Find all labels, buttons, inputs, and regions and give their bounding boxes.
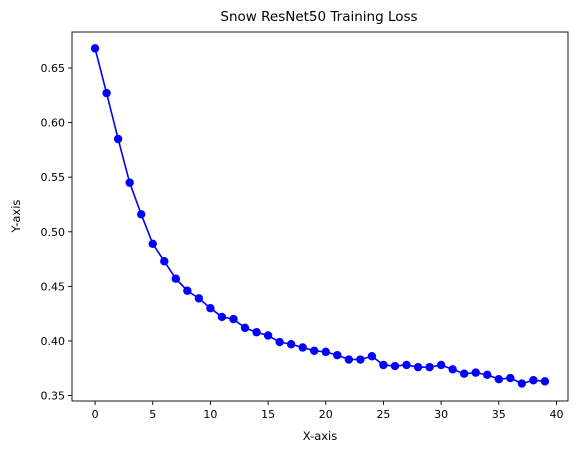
data-point — [217, 312, 227, 322]
y-axis-label: Y-axis — [9, 200, 23, 234]
x-tick-label: 10 — [203, 408, 217, 421]
x-axis-ticks: 0 5 10 15 20 25 30 35 40 — [92, 401, 563, 421]
data-point — [425, 362, 434, 372]
series-line — [94, 48, 546, 385]
data-point — [540, 377, 550, 386]
x-tick-label: 30 — [434, 408, 448, 421]
y-tick-label: 0.65 — [41, 62, 66, 75]
data-point — [252, 328, 261, 337]
data-point — [436, 360, 446, 370]
data-point — [517, 379, 527, 388]
data-point — [183, 286, 192, 295]
data-point — [298, 343, 307, 352]
y-tick-label: 0.50 — [41, 226, 66, 239]
y-tick-label: 0.40 — [41, 335, 66, 348]
data-point — [229, 314, 238, 324]
data-point — [413, 362, 423, 372]
x-tick-label: 20 — [319, 408, 333, 421]
data-point — [240, 323, 250, 333]
x-tick-label: 0 — [92, 408, 99, 421]
y-tick-label: 0.35 — [41, 390, 66, 403]
data-point — [194, 294, 204, 303]
data-point — [263, 331, 273, 340]
data-point — [113, 134, 123, 144]
x-tick-label: 35 — [492, 408, 506, 421]
data-point — [321, 347, 330, 357]
data-point — [286, 340, 296, 349]
data-point — [137, 210, 146, 219]
data-point — [459, 369, 469, 378]
data-point — [275, 337, 284, 347]
data-point — [471, 368, 480, 377]
data-point — [448, 365, 457, 374]
data-point — [344, 355, 354, 364]
data-point — [506, 373, 515, 383]
x-tick-label: 25 — [376, 408, 390, 421]
data-point — [483, 370, 492, 379]
x-tick-label: 15 — [261, 408, 275, 421]
data-point — [529, 376, 538, 385]
data-point — [494, 374, 503, 384]
y-tick-label: 0.60 — [41, 117, 66, 130]
data-point — [160, 257, 169, 266]
data-point — [402, 360, 411, 370]
data-point — [206, 304, 215, 313]
x-tick-label: 40 — [549, 408, 563, 421]
data-point — [390, 361, 400, 371]
y-tick-label: 0.45 — [41, 280, 66, 293]
data-point — [367, 352, 377, 361]
data-point — [125, 178, 134, 187]
x-axis-label: X-axis — [303, 429, 338, 443]
y-axis-ticks: 0.35 0.40 0.45 0.50 0.55 0.60 0.65 — [41, 62, 72, 403]
data-point — [333, 350, 342, 360]
plot-frame — [71, 31, 569, 402]
chart-title: Snow ResNet50 Training Loss — [220, 9, 417, 25]
data-point — [310, 346, 319, 355]
data-point — [102, 88, 111, 98]
x-tick-label: 5 — [149, 408, 156, 421]
data-point — [148, 239, 157, 248]
data-point — [171, 274, 181, 283]
data-point — [379, 360, 388, 370]
series-layer — [90, 44, 550, 388]
data-point — [90, 44, 100, 53]
y-tick-label: 0.55 — [41, 171, 66, 184]
data-point — [356, 355, 365, 364]
